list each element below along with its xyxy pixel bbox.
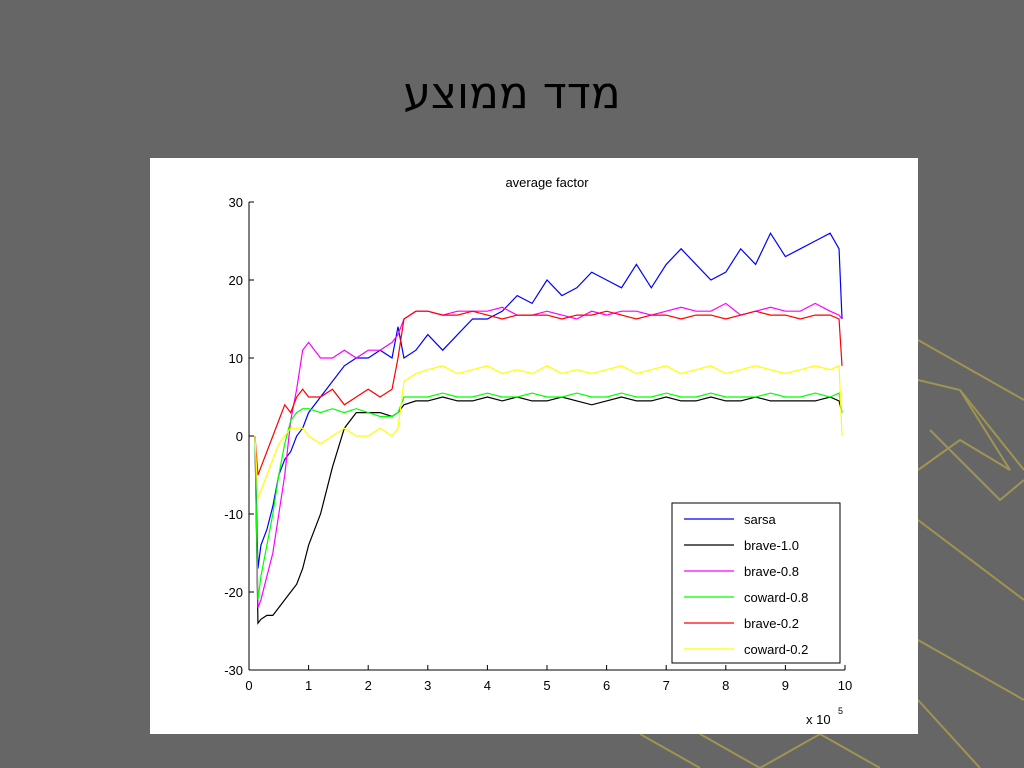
y-tick-label: -20 (224, 585, 243, 600)
legend-label: brave-0.8 (744, 564, 799, 579)
legend-label: coward-0.8 (744, 590, 808, 605)
chart: average factor -30 -20 -10 0 10 20 30 0 1 2 3 4 5 6 7 8… (150, 158, 918, 734)
chart-title: average factor (505, 175, 589, 190)
x-tick-label: 3 (424, 678, 431, 693)
series-line (254, 364, 843, 499)
legend-label: sarsa (744, 512, 777, 527)
x-tick-label: 8 (722, 678, 729, 693)
legend-label: coward-0.2 (744, 642, 808, 657)
legend-box (671, 502, 841, 664)
x-tick-label: 9 (782, 678, 789, 693)
y-tick-label: -30 (224, 663, 243, 678)
x-tick-label: 6 (603, 678, 610, 693)
slide-title: מדד ממוצע (403, 68, 621, 119)
x-tick-label: 2 (365, 678, 372, 693)
y-tick-label: -10 (224, 507, 243, 522)
series-line (254, 396, 843, 625)
x-tick-label: 7 (663, 678, 670, 693)
series-line (254, 392, 843, 600)
x-scale-label: x 10 (806, 712, 831, 727)
x-tick-label: 0 (245, 678, 252, 693)
series-line (254, 302, 843, 608)
y-tick-label: 0 (236, 429, 243, 444)
series-line (254, 310, 843, 476)
y-tick-label: 30 (229, 195, 243, 210)
x-scale-exponent: 5 (838, 706, 843, 716)
y-tick-label: 20 (229, 273, 243, 288)
y-tick-label: 10 (229, 351, 243, 366)
x-tick-label: 10 (838, 678, 852, 693)
x-tick-label: 4 (484, 678, 491, 693)
legend-label: brave-1.0 (744, 538, 799, 553)
x-tick-label: 5 (543, 678, 550, 693)
legend-label: brave-0.2 (744, 616, 799, 631)
series-line (254, 231, 843, 569)
x-tick-label: 1 (305, 678, 312, 693)
